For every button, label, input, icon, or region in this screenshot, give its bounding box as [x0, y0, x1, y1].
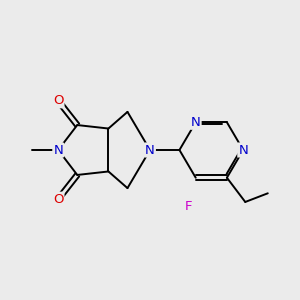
Text: F: F: [184, 200, 192, 213]
Text: O: O: [53, 193, 64, 206]
Text: N: N: [191, 116, 201, 129]
Text: O: O: [53, 94, 64, 107]
Text: N: N: [53, 143, 63, 157]
Text: N: N: [145, 143, 155, 157]
Text: N: N: [238, 143, 248, 157]
